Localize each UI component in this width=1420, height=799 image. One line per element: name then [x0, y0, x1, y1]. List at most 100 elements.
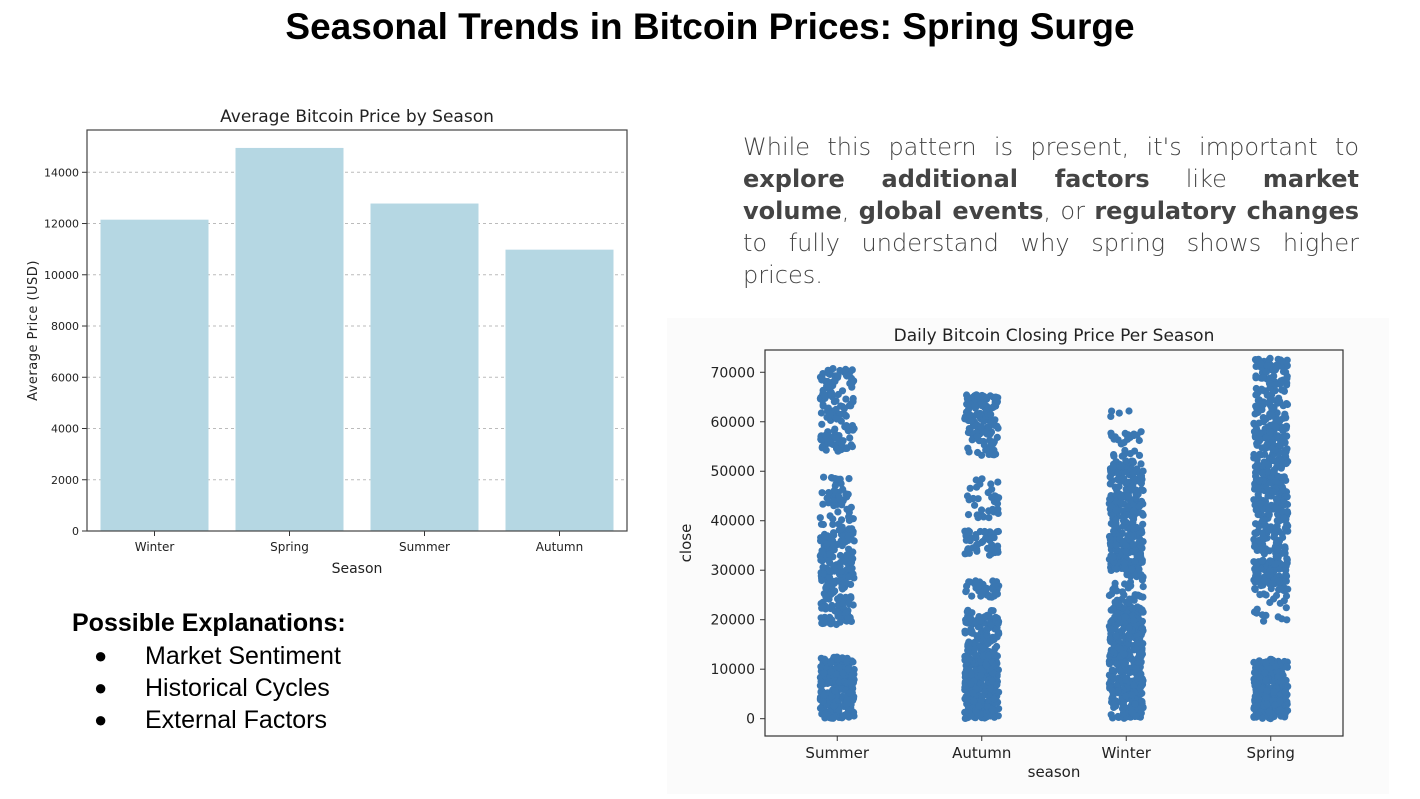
- data-point: [990, 713, 998, 721]
- data-point: [1260, 534, 1268, 542]
- data-point: [1276, 599, 1284, 607]
- data-point: [1271, 530, 1279, 538]
- data-point: [965, 578, 973, 586]
- data-point: [848, 554, 856, 562]
- data-point: [1110, 452, 1118, 460]
- data-point: [1282, 604, 1290, 612]
- data-point: [977, 665, 985, 673]
- data-point: [835, 526, 843, 534]
- data-point: [1139, 511, 1147, 519]
- data-point: [848, 422, 857, 430]
- data-point: [846, 434, 854, 442]
- data-point: [826, 550, 834, 558]
- data-point: [844, 490, 852, 498]
- data-point: [1259, 400, 1268, 408]
- data-point: [1282, 414, 1290, 422]
- data-point: [981, 527, 989, 536]
- data-point: [820, 669, 828, 677]
- x-tick-label: Winter: [1102, 744, 1152, 762]
- data-point: [1281, 450, 1289, 458]
- data-point: [1272, 504, 1280, 512]
- data-point: [991, 416, 999, 424]
- data-point: [972, 534, 980, 542]
- data-point: [1127, 484, 1135, 492]
- data-point: [972, 476, 980, 484]
- points-autumn: [961, 391, 1003, 722]
- data-point: [1253, 702, 1261, 710]
- x-axis-label: Season: [332, 561, 383, 577]
- data-point: [1274, 553, 1282, 561]
- data-point: [1135, 451, 1144, 459]
- data-point: [1282, 571, 1290, 579]
- data-point: [983, 584, 991, 592]
- data-point: [823, 582, 831, 590]
- data-point: [835, 520, 843, 528]
- data-point: [963, 655, 971, 663]
- data-point: [1274, 397, 1282, 405]
- data-point: [1266, 428, 1274, 436]
- data-point: [829, 365, 837, 373]
- data-point: [1283, 445, 1291, 453]
- data-point: [1252, 529, 1260, 537]
- data-point: [1266, 567, 1274, 575]
- data-point: [979, 644, 987, 652]
- data-point: [984, 651, 993, 659]
- data-point: [1268, 396, 1276, 404]
- data-point: [833, 415, 841, 423]
- data-point: [819, 603, 827, 611]
- data-point: [1109, 463, 1117, 471]
- emphasis-text: explore additional factors: [743, 165, 1150, 193]
- data-point: [1251, 585, 1259, 593]
- bar-chart: Average Bitcoin Price by Season 0 2000 4000…: [26, 107, 628, 577]
- data-point: [1108, 502, 1116, 510]
- data-point: [977, 671, 985, 679]
- data-point: [849, 601, 857, 609]
- data-point: [1283, 508, 1291, 516]
- data-point: [830, 502, 838, 510]
- data-point: [965, 496, 973, 504]
- data-point: [1265, 526, 1273, 534]
- data-point: [849, 694, 858, 703]
- x-tick-label: Winter: [135, 540, 175, 554]
- points-summer: [816, 365, 858, 722]
- data-point: [1250, 542, 1259, 551]
- data-point: [1137, 670, 1145, 678]
- y-tick-label: 20000: [710, 613, 755, 629]
- data-point: [967, 712, 975, 720]
- data-point: [848, 443, 856, 451]
- data-point: [816, 704, 825, 712]
- x-tick-label: Spring: [270, 540, 309, 554]
- data-point: [985, 514, 993, 522]
- data-point: [1267, 585, 1275, 593]
- data-point: [847, 402, 855, 410]
- x-tick-label: Autumn: [952, 744, 1011, 762]
- data-point: [1263, 687, 1271, 695]
- data-point: [1251, 501, 1259, 509]
- data-point: [1116, 645, 1124, 653]
- data-point: [979, 652, 987, 660]
- data-point: [826, 410, 834, 418]
- data-point: [834, 655, 842, 663]
- data-point: [980, 441, 988, 449]
- data-point: [1284, 585, 1292, 593]
- data-point: [1254, 484, 1262, 492]
- data-point: [993, 652, 1001, 660]
- explanation-item: ● Market Sentiment: [72, 640, 346, 672]
- data-point: [1122, 541, 1130, 549]
- data-point: [1107, 412, 1115, 420]
- data-point: [1137, 709, 1145, 717]
- data-point: [839, 669, 847, 677]
- bar-chart-panel: Average Bitcoin Price by Season 0 2000 4000…: [22, 98, 644, 594]
- emphasis-text: global events: [858, 197, 1044, 225]
- data-point: [843, 710, 851, 718]
- data-point: [1122, 457, 1130, 465]
- data-point: [982, 713, 990, 721]
- y-tick-label: 4000: [51, 423, 79, 436]
- data-point: [1270, 688, 1278, 696]
- x-axis-label: season: [1028, 763, 1081, 781]
- data-point: [1124, 492, 1132, 500]
- data-point: [1121, 580, 1129, 588]
- data-point: [1277, 677, 1285, 685]
- data-point: [1255, 522, 1263, 530]
- data-point: [1108, 432, 1116, 440]
